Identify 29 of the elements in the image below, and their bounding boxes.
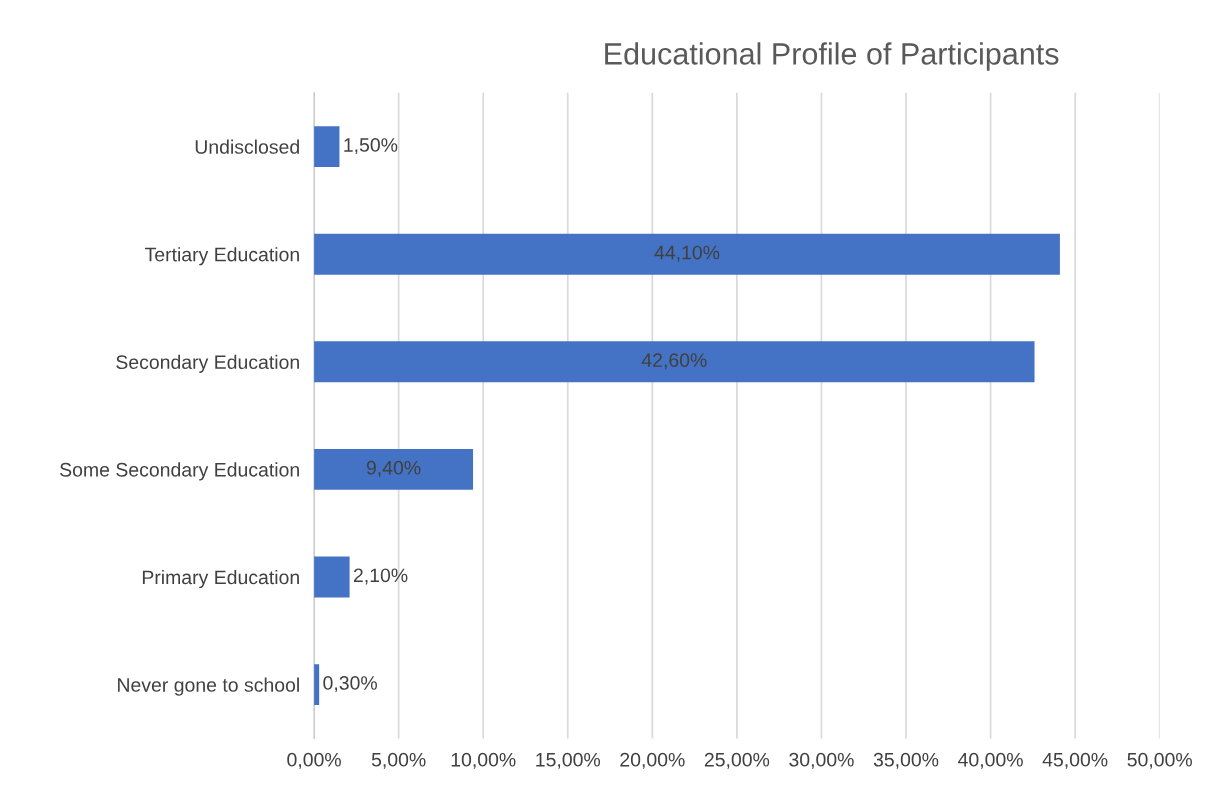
x-tick-label: 20,00% [620, 752, 685, 769]
bar [314, 556, 350, 598]
x-tick-label: 0,00% [287, 752, 341, 769]
x-tick-label: 30,00% [789, 752, 854, 769]
bar [314, 341, 1035, 383]
bar [314, 448, 474, 490]
x-tick-label: 45,00% [1042, 752, 1108, 769]
bar [314, 126, 340, 168]
data-label: 44,10% [654, 245, 720, 262]
x-tick-label: 35,00% [873, 752, 939, 769]
x-tick-label: 10,00% [451, 752, 516, 769]
data-label: 9,40% [366, 460, 421, 477]
y-tick-label: Some Secondary Education [60, 462, 299, 481]
x-tick-label: 15,00% [536, 752, 601, 769]
y-tick-label: Primary Education [142, 569, 299, 589]
x-tick-label: 40,00% [958, 752, 1023, 769]
data-label: 2,10% [353, 568, 408, 585]
data-label: 42,60% [641, 353, 707, 370]
data-label: 1,50% [344, 138, 398, 155]
bar [314, 233, 1060, 275]
y-tick-label: Never gone to school [118, 677, 299, 696]
y-tick-label: Undisclosed [195, 139, 299, 154]
y-tick-label: Tertiary Education [145, 247, 299, 266]
x-tick-label: 5,00% [371, 752, 426, 769]
data-label: 0,30% [323, 676, 377, 693]
y-tick-label: Secondary Education [116, 354, 299, 373]
x-tick-label: 50,00% [1127, 752, 1192, 769]
chart-title: Educational Profile of Participants [605, 42, 1059, 71]
x-tick-label: 25,00% [704, 752, 770, 769]
